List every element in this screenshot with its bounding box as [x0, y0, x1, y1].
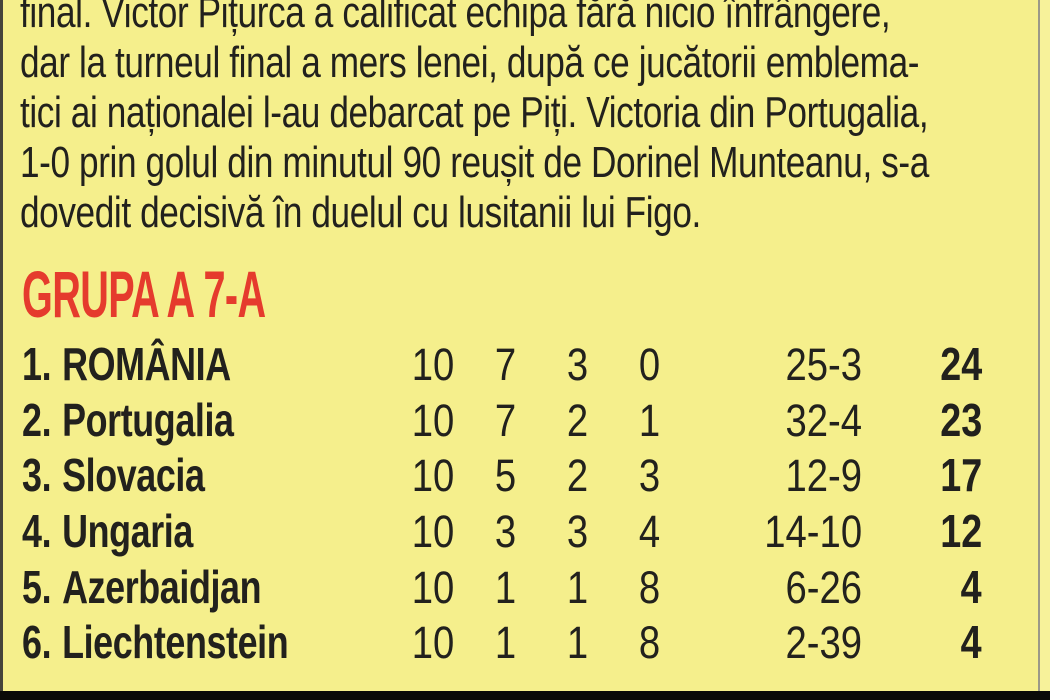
team-name: Ungaria: [62, 505, 193, 558]
lost-cell: 8: [639, 561, 661, 613]
goals-cell: 2-39: [785, 617, 862, 669]
table-row: 3. Slovacia 10 5 2 3 12-9 17: [22, 448, 1028, 504]
team-rank: 6.: [22, 616, 52, 669]
goals-cell: 25-3: [785, 339, 862, 390]
lost-cell: 8: [639, 617, 661, 669]
points-cell: 23: [940, 393, 982, 446]
won-cell: 1: [495, 617, 517, 669]
played-cell: 10: [412, 506, 455, 558]
points-cell: 4: [961, 560, 982, 613]
scan-bottom-bar: [0, 691, 1050, 700]
scan-right-line: [1038, 0, 1040, 691]
goals-cell: 14-10: [764, 506, 862, 558]
team-rank: 4.: [22, 505, 52, 558]
won-cell: 5: [495, 450, 517, 502]
played-cell: 10: [412, 561, 455, 613]
drawn-cell: 3: [567, 506, 589, 558]
points-cell: 12: [940, 505, 982, 558]
drawn-cell: 3: [567, 339, 589, 390]
table-row: 2. Portugalia 10 7 2 1 32-4 23: [22, 393, 1028, 449]
drawn-cell: 2: [567, 394, 589, 446]
played-cell: 10: [412, 339, 455, 390]
table-row: 4. Ungaria 10 3 3 4 14-10 12: [22, 504, 1028, 560]
team-cell: 4. Ungaria: [22, 504, 397, 571]
lost-cell: 3: [639, 450, 661, 502]
goals-cell: 32-4: [785, 394, 862, 446]
drawn-cell: 1: [567, 561, 589, 613]
team-name: ROMÂNIA: [62, 338, 231, 390]
drawn-cell: 2: [567, 450, 589, 502]
lost-cell: 0: [639, 339, 661, 390]
article-line: dovedit decisivă în duelul cu lusitanii …: [20, 188, 701, 237]
goals-cell: 6-26: [785, 561, 862, 613]
points-cell: 24: [940, 338, 982, 390]
table-row: 1. ROMÂNIA 10 7 3 0 25-3 24: [22, 337, 1028, 393]
team-cell: 5. Azerbaidjan: [22, 560, 397, 627]
team-name: Liechtenstein: [62, 616, 289, 669]
won-cell: 7: [495, 394, 517, 446]
table-row: 5. Azerbaidjan 10 1 1 8 6-26 4: [22, 560, 1028, 616]
group-title: GRUPA A 7-A: [22, 257, 266, 331]
team-rank: 1.: [22, 338, 52, 390]
won-cell: 3: [495, 506, 517, 558]
lost-cell: 1: [639, 394, 661, 446]
team-rank: 3.: [22, 449, 52, 502]
points-cell: 4: [961, 616, 982, 669]
team-cell: 1. ROMÂNIA: [22, 337, 397, 404]
drawn-cell: 1: [567, 617, 589, 669]
played-cell: 10: [412, 450, 455, 502]
article-line: dar la turneul final a mers lenei, după …: [20, 38, 920, 87]
won-cell: 1: [495, 561, 517, 613]
played-cell: 10: [412, 394, 455, 446]
scan-left-edge: [0, 0, 3, 700]
won-cell: 7: [495, 339, 517, 390]
article-line: tici ai naționalei l-au debarcat pe Piți…: [20, 88, 929, 137]
team-name: Azerbaidjan: [62, 560, 262, 613]
table-row: 6. Liechtenstein 10 1 1 8 2-39 4: [22, 615, 1028, 671]
played-cell: 10: [412, 617, 455, 669]
team-cell: 2. Portugalia: [22, 393, 397, 460]
standings-table: 1. ROMÂNIA 10 7 3 0 25-3 24 2. Portugalia …: [22, 337, 1028, 671]
lost-cell: 4: [639, 506, 661, 558]
team-cell: 3. Slovacia: [22, 448, 397, 515]
goals-cell: 12-9: [785, 450, 862, 502]
team-cell: 6. Liechtenstein: [22, 615, 397, 682]
team-name: Slovacia: [62, 449, 205, 502]
article-line: 1-0 prin golul din minutul 90 reușit de …: [20, 138, 929, 187]
article-paragraph: final. Victor Pițurca a calificat echipa…: [20, 0, 1048, 238]
article-line: final. Victor Pițurca a calificat echipa…: [20, 0, 891, 37]
team-name: Portugalia: [62, 393, 234, 446]
scan-right-strip: [1040, 0, 1050, 691]
team-rank: 2.: [22, 393, 52, 446]
team-rank: 5.: [22, 560, 52, 613]
points-cell: 17: [940, 449, 982, 502]
